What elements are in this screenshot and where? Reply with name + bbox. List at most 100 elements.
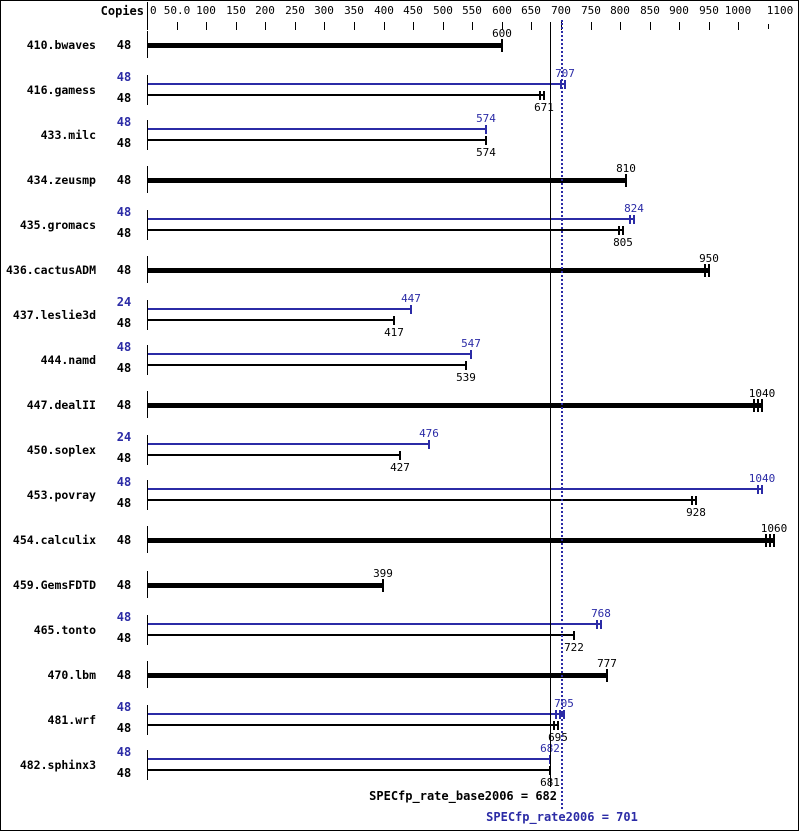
copies-value: 48 xyxy=(116,668,132,682)
bar-end-marker xyxy=(564,80,566,89)
copies-value: 48 xyxy=(116,115,132,129)
result-value: 810 xyxy=(616,162,636,175)
benchmark-label: 444.namd xyxy=(40,353,96,367)
x-axis-tick xyxy=(295,22,296,30)
benchmark-label: 434.zeusmp xyxy=(26,173,96,187)
x-axis-tick-label: 100 xyxy=(196,4,216,17)
result-bar xyxy=(148,713,564,715)
axis-origin-line xyxy=(147,2,148,30)
result-value: 427 xyxy=(390,461,410,474)
x-axis-tick-label: 650 xyxy=(521,4,541,17)
x-axis-tick-label: 550 xyxy=(462,4,482,17)
copies-value: 48 xyxy=(116,340,132,354)
result-value: 928 xyxy=(686,506,706,519)
result-bar xyxy=(148,488,762,490)
result-value: 777 xyxy=(597,657,617,670)
x-axis-tick-label: 250 xyxy=(285,4,305,17)
bar-end-marker xyxy=(753,399,755,412)
copies-value: 48 xyxy=(116,361,132,375)
copies-value: 24 xyxy=(116,430,132,444)
mean-label-base: SPECfp_rate_base2006 = 682 xyxy=(369,789,557,803)
bar-end-marker xyxy=(501,39,503,52)
bar-end-marker xyxy=(428,440,430,449)
result-bar xyxy=(148,353,471,355)
copies-value: 48 xyxy=(116,721,132,735)
copies-value: 48 xyxy=(116,475,132,489)
x-axis-tick-label: 150 xyxy=(226,4,246,17)
result-value: 399 xyxy=(373,567,393,580)
x-axis-tick xyxy=(354,22,355,30)
result-value: 1040 xyxy=(748,387,776,400)
benchmark-axis-segment xyxy=(147,166,148,193)
copies-value: 48 xyxy=(116,700,132,714)
x-axis-tick-label: 200 xyxy=(255,4,275,17)
bar-end-marker xyxy=(600,620,602,629)
benchmark-axis-segment xyxy=(147,345,148,375)
result-value: 722 xyxy=(564,641,584,654)
copies-value: 48 xyxy=(116,173,132,187)
bar-end-marker xyxy=(757,399,759,412)
x-axis-tick-label: 1100 xyxy=(766,4,794,17)
x-axis-tick-label: 600 xyxy=(492,4,512,17)
bar-end-marker xyxy=(539,91,541,100)
bar-end-marker xyxy=(393,316,395,325)
x-axis-tick-label: 900 xyxy=(669,4,689,17)
bar-end-marker xyxy=(769,534,771,547)
copies-value: 48 xyxy=(116,533,132,547)
benchmark-axis-segment xyxy=(147,661,148,688)
result-bar xyxy=(148,139,486,141)
result-value: 539 xyxy=(456,371,476,384)
bar-end-marker xyxy=(465,361,467,370)
bar-end-marker xyxy=(704,264,706,277)
copies-value: 48 xyxy=(116,610,132,624)
result-value: 447 xyxy=(401,292,421,305)
x-axis-tick-label: 50.0 xyxy=(163,4,191,17)
result-bar xyxy=(148,769,550,771)
x-axis-tick xyxy=(413,22,414,30)
x-axis-tick-label: 850 xyxy=(640,4,660,17)
result-value: 1060 xyxy=(760,522,788,535)
result-bar xyxy=(148,43,502,48)
benchmark-axis-segment xyxy=(147,526,148,553)
result-bar xyxy=(148,673,607,678)
bar-end-marker xyxy=(485,136,487,145)
benchmark-label: 470.lbm xyxy=(47,668,96,682)
bar-end-marker xyxy=(695,496,697,505)
x-axis-tick xyxy=(620,22,621,30)
benchmark-axis-segment xyxy=(147,31,148,58)
copies-value: 48 xyxy=(116,398,132,412)
bar-end-marker xyxy=(485,125,487,134)
copies-value: 48 xyxy=(116,631,132,645)
bar-end-marker xyxy=(606,669,608,682)
x-axis-tick xyxy=(768,24,769,29)
result-bar xyxy=(148,128,486,130)
x-axis-tick xyxy=(177,22,178,30)
benchmark-axis-segment xyxy=(147,256,148,283)
result-value: 574 xyxy=(476,146,496,159)
bar-end-marker xyxy=(382,579,384,592)
benchmark-label: 416.gamess xyxy=(26,83,96,97)
result-bar xyxy=(148,634,574,636)
benchmark-axis-segment xyxy=(147,120,148,150)
result-bar xyxy=(148,178,626,183)
copies-column-header: Copies xyxy=(100,4,144,18)
benchmark-axis-segment xyxy=(147,75,148,105)
copies-value: 48 xyxy=(116,578,132,592)
result-bar xyxy=(148,623,601,625)
result-bar xyxy=(148,403,762,408)
x-axis-tick xyxy=(324,22,325,30)
benchmark-label: 410.bwaves xyxy=(26,38,96,52)
benchmark-axis-segment xyxy=(147,480,148,510)
x-axis-tick-label: 1000 xyxy=(724,4,752,17)
benchmark-label: 454.calculix xyxy=(12,533,96,547)
x-axis-tick-label: 0 xyxy=(150,4,157,17)
bar-end-marker xyxy=(618,226,620,235)
mean-line-peak xyxy=(561,20,563,809)
x-axis-tick xyxy=(650,22,651,30)
x-axis-tick-label: 950 xyxy=(699,4,719,17)
x-axis-tick xyxy=(502,22,503,30)
result-value: 705 xyxy=(554,697,574,710)
result-bar xyxy=(148,268,709,273)
bar-end-marker xyxy=(557,721,559,730)
x-axis-tick xyxy=(236,22,237,30)
